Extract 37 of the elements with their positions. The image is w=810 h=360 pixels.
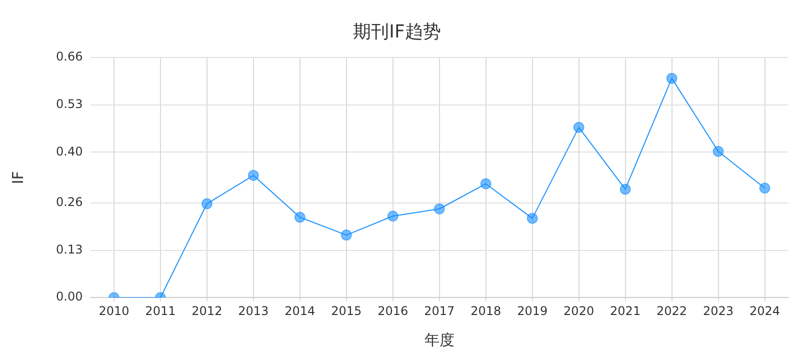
x-tick-label: 2010 (98, 304, 130, 318)
point (340, 230, 352, 241)
x-tick-label: 2018 (470, 304, 502, 318)
x-tick-label: 2016 (378, 304, 408, 318)
y-tick-label: 0.00 (56, 290, 83, 304)
chart-title: 期刊IF趋势 (353, 21, 441, 42)
point (620, 184, 631, 195)
x-tick-label: 2020 (564, 304, 594, 318)
point (294, 212, 306, 223)
x-tick-label: 2022 (656, 304, 688, 318)
point (434, 203, 445, 214)
point (387, 210, 398, 222)
x-tick-label: 2017 (424, 304, 455, 318)
x-tick-label: 2013 (238, 304, 269, 318)
x-tick-label: 2015 (331, 304, 362, 318)
y-tick-label: 0.26 (56, 195, 83, 210)
x-tick-label: 2011 (145, 304, 176, 318)
y-tick-label: 0.66 (56, 50, 83, 64)
x-tick-label: 2012 (192, 304, 222, 318)
point (526, 212, 538, 224)
y-tick-label: 0.40 (56, 144, 83, 158)
point (201, 198, 212, 210)
point (480, 178, 492, 190)
point (666, 72, 678, 84)
point (248, 170, 259, 181)
y-tick-label: 0.13 (56, 242, 83, 256)
y-axis-title: IF (8, 171, 27, 184)
point (759, 182, 770, 194)
x-tick-label: 2014 (284, 304, 316, 318)
point (573, 122, 584, 133)
x-tick-label: 2021 (610, 304, 641, 318)
x-tick-label: 2023 (703, 304, 734, 318)
point (712, 146, 724, 157)
y-tick-label: 0.53 (56, 97, 83, 111)
x-tick-label: 2019 (517, 304, 548, 318)
x-axis-title: 年度 (424, 330, 454, 349)
x-tick-label: 2024 (749, 304, 780, 318)
